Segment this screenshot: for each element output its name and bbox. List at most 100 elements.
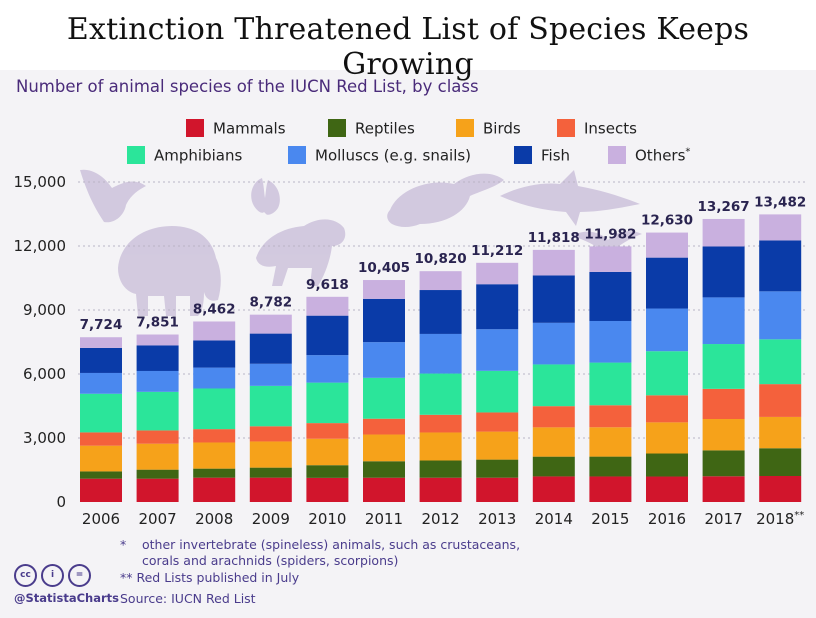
bar-segment-mammals	[306, 477, 349, 502]
bar-segment-reptiles	[249, 467, 292, 478]
bar-segment-mammals	[646, 476, 688, 502]
bar-segment-reptiles	[419, 460, 462, 478]
bar-segment-insects	[759, 384, 802, 417]
bar-segment-mammals	[193, 477, 236, 502]
background-silhouettes	[80, 169, 642, 316]
bar-segment-molluscs	[702, 297, 745, 345]
bar-segment-others	[702, 218, 745, 247]
y-axis: 0 3,000 6,000 9,000 12,000 15,000	[14, 173, 67, 511]
total-label: 8,462	[193, 301, 236, 317]
total-label: 7,724	[80, 317, 123, 333]
bar-segment-amphibians	[363, 377, 405, 419]
bar-segment-mammals	[589, 476, 632, 502]
bar-segment-birds	[476, 431, 519, 460]
total-label: 12,630	[641, 213, 693, 229]
bar-segment-amphibians	[759, 339, 802, 385]
legend-label: Fish	[541, 147, 570, 165]
bar-segment-molluscs	[646, 308, 688, 352]
bar-segment-others	[306, 296, 349, 316]
bar-segment-fish	[702, 246, 745, 298]
bar-segment-birds	[363, 434, 405, 462]
bar-segment-reptiles	[193, 468, 236, 478]
chart-subtitle: Number of animal species of the IUCN Red…	[16, 77, 479, 96]
legend-swatch	[514, 146, 532, 164]
footnote-asterisk-line1: other invertebrate (spineless) animals, …	[142, 537, 521, 552]
butterfly-icon	[251, 178, 280, 215]
bar-segment-birds	[646, 422, 688, 454]
bar-segment-mammals	[363, 477, 405, 502]
bar-segment-birds	[532, 427, 575, 457]
bar-segment-fish	[306, 315, 349, 356]
turtle-icon	[387, 173, 504, 227]
bar-segment-fish	[646, 257, 688, 309]
bar-segment-insects	[80, 432, 122, 446]
total-label: 11,212	[471, 243, 523, 259]
bar-segment-others	[363, 280, 405, 299]
total-label: 10,405	[358, 260, 410, 276]
bar-segment-mammals	[136, 478, 179, 502]
y-tick-label: 15,000	[14, 173, 67, 191]
x-tick-label: 2007	[139, 510, 177, 528]
bar-segment-molluscs	[363, 342, 405, 378]
legend-label: Molluscs (e.g. snails)	[315, 147, 471, 165]
tiger-icon	[256, 219, 346, 286]
total-label: 9,618	[306, 277, 349, 293]
legend-swatch	[328, 119, 346, 137]
x-tick-label: 2016	[648, 510, 686, 528]
license-icons: cc i =	[14, 564, 91, 587]
bar-segment-mammals	[759, 475, 802, 502]
bar-segment-amphibians	[476, 370, 519, 413]
bar-segment-insects	[589, 405, 632, 428]
footnote-double-asterisk: ** Red Lists published in July	[120, 570, 300, 585]
bar-segment-birds	[80, 445, 122, 472]
total-label: 13,267	[698, 199, 750, 215]
bar-segment-insects	[646, 395, 688, 423]
legend-swatch	[608, 146, 626, 164]
bar-segment-amphibians	[646, 351, 688, 396]
total-label: 10,820	[415, 251, 467, 267]
bar-segment-birds	[249, 441, 292, 468]
bar-segment-reptiles	[646, 453, 688, 477]
page-title: Extinction Threatened List of Species Ke…	[66, 12, 750, 82]
legend-label: Insects	[584, 120, 637, 138]
bar-segment-birds	[759, 416, 802, 449]
attribution-icon: i	[41, 564, 64, 587]
bar-segment-molluscs	[759, 291, 802, 340]
bar-segment-others	[646, 232, 688, 258]
bar-segment-reptiles	[759, 448, 802, 476]
bar-segment-insects	[419, 414, 462, 433]
bar-segment-others	[80, 337, 122, 348]
bar-segment-others	[759, 214, 802, 241]
bar-segment-mammals	[419, 477, 462, 502]
footnote-asterisk-line2: corals and arachnids (spiders, scorpions…	[142, 553, 399, 568]
bar-segment-amphibians	[136, 391, 179, 431]
legend-swatch	[456, 119, 474, 137]
footnote-asterisk: * other invertebrate (spineless) animals,…	[120, 537, 520, 552]
shark-icon	[500, 170, 640, 226]
legend: Mammals Reptiles Birds Insects Amphibians Mol…	[127, 119, 690, 165]
bar-segment-fish	[476, 284, 519, 330]
eagle-icon	[80, 169, 146, 223]
bar-segment-insects	[306, 423, 349, 439]
x-tick-label: 2009	[252, 510, 290, 528]
bar-segment-others	[419, 271, 462, 291]
bar-segment-amphibians	[306, 382, 349, 424]
legend-label: Mammals	[213, 120, 286, 138]
source-note: Source: IUCN Red List	[120, 591, 256, 606]
bar-segment-insects	[363, 418, 405, 435]
bar-segment-others	[193, 321, 236, 341]
bar-segment-amphibians	[193, 388, 236, 430]
bar-segment-amphibians	[589, 362, 632, 406]
bar-segment-reptiles	[532, 456, 575, 477]
legend-label: Amphibians	[154, 147, 242, 165]
bar-segment-others	[136, 334, 179, 346]
bar-segment-fish	[589, 271, 632, 321]
bar-segment-molluscs	[476, 329, 519, 371]
bar-segment-fish	[193, 340, 236, 368]
bar-segment-reptiles	[476, 459, 519, 478]
bar-segment-others	[532, 249, 575, 276]
y-tick-label: 3,000	[23, 429, 66, 447]
stacked-bars	[80, 214, 802, 502]
bar-segment-fish	[419, 290, 462, 334]
